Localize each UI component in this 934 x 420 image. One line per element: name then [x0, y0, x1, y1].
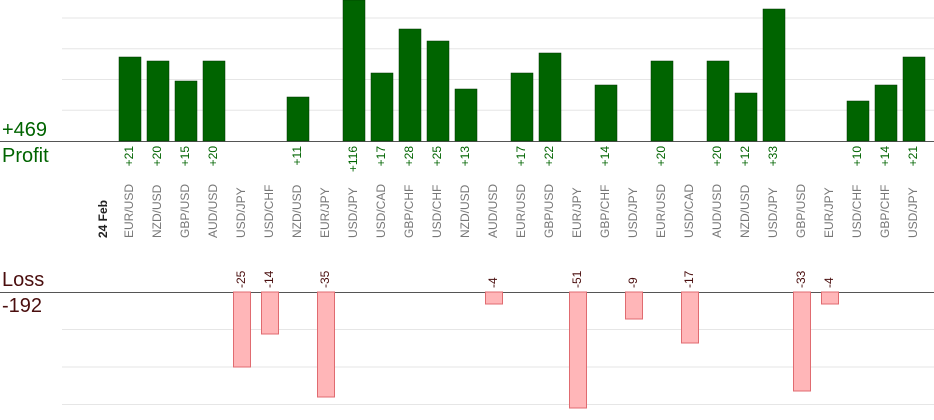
profit-value-label: +20 — [654, 146, 668, 167]
profit-bar — [650, 60, 674, 142]
profit-bar — [902, 56, 926, 142]
profit-total: +469 — [2, 119, 48, 141]
loss-bar — [233, 291, 251, 368]
loss-value-label: -25 — [234, 270, 248, 288]
category-label: USD/CHF — [850, 185, 864, 238]
category-label: USD/JPY — [626, 187, 640, 238]
loss-bar — [793, 291, 811, 392]
profit-label: Profit — [2, 145, 49, 167]
profit-value-label: +13 — [458, 146, 472, 167]
category-label: EUR/JPY — [318, 187, 332, 238]
category-label: GBP/USD — [794, 184, 808, 238]
profit-bar — [762, 8, 786, 142]
category-label: USD/CHF — [430, 185, 444, 238]
category-label: NZD/USD — [290, 184, 304, 238]
category-label: USD/JPY — [766, 187, 780, 238]
profit-bar — [286, 96, 310, 142]
category-label: AUD/USD — [486, 184, 500, 238]
loss-total: -192 — [2, 295, 43, 317]
profit-bar — [538, 52, 562, 142]
loss-bar — [681, 291, 699, 344]
category-label: NZD/USD — [150, 184, 164, 238]
category-label: AUD/USD — [710, 184, 724, 238]
loss-bar — [317, 291, 335, 398]
category-label: EUR/JPY — [570, 187, 584, 238]
category-label: GBP/USD — [178, 184, 192, 238]
loss-bar — [569, 291, 587, 409]
profit-bar — [202, 60, 226, 142]
profit-value-label: +10 — [850, 146, 864, 167]
loss-value-label: -4 — [822, 277, 836, 288]
loss-label: Loss — [2, 269, 45, 291]
profit-bar — [706, 60, 730, 142]
category-label: USD/CHF — [262, 185, 276, 238]
profit-value-label: +25 — [430, 146, 444, 167]
loss-value-label: -9 — [626, 277, 640, 288]
category-label: EUR/USD — [514, 184, 528, 238]
category-label: EUR/USD — [122, 184, 136, 238]
profit-value-label: +15 — [178, 146, 192, 167]
profit-bar — [398, 28, 422, 142]
profit-value-label: +20 — [150, 146, 164, 167]
loss-value-label: -35 — [318, 270, 332, 288]
profit-value-label: +14 — [598, 146, 612, 167]
profit-value-label: +12 — [738, 146, 752, 167]
category-label: GBP/CHF — [402, 185, 416, 238]
profit-value-label: +21 — [122, 146, 136, 167]
loss-bar — [485, 291, 503, 305]
profit-value-label: +14 — [878, 146, 892, 167]
category-label: USD/JPY — [906, 187, 920, 238]
loss-value-label: -17 — [682, 270, 696, 288]
category-label: AUD/USD — [206, 184, 220, 238]
loss-value-label: -33 — [794, 270, 808, 288]
category-label: USD/JPY — [234, 187, 248, 238]
profit-value-label: +33 — [766, 146, 780, 167]
loss-value-label: -14 — [262, 270, 276, 288]
category-label: USD/JPY — [346, 187, 360, 238]
category-label: NZD/USD — [738, 184, 752, 238]
profit-bar — [174, 80, 198, 142]
profit-bar — [510, 72, 534, 142]
loss-bar — [261, 291, 279, 335]
profit-value-label: +22 — [542, 146, 556, 167]
loss-value-label: -4 — [486, 277, 500, 288]
loss-bar — [625, 291, 643, 320]
loss-bar — [821, 291, 839, 305]
profit-value-label: +11 — [290, 146, 304, 166]
profit-bar — [874, 84, 898, 142]
profit-bar — [342, 0, 366, 142]
category-label: EUR/JPY — [822, 187, 836, 238]
profit-bar — [846, 100, 870, 142]
category-label: EUR/USD — [654, 184, 668, 238]
profit-bar — [734, 92, 758, 142]
profit-bar — [118, 56, 142, 142]
profit-value-label: +17 — [514, 146, 528, 167]
profit-bar — [594, 84, 618, 142]
profit-bar — [146, 60, 170, 142]
profit-bar — [454, 88, 478, 142]
loss-value-label: -51 — [570, 270, 584, 288]
profit-value-label: +20 — [710, 146, 724, 167]
profit-value-label: +17 — [374, 146, 388, 167]
profit-value-label: +116 — [346, 146, 360, 172]
profit-bar — [370, 72, 394, 142]
category-label: GBP/USD — [542, 184, 556, 238]
category-label: GBP/CHF — [598, 185, 612, 238]
category-label: USD/CAD — [682, 184, 696, 238]
date-label: 24 Feb — [96, 200, 110, 238]
category-label: GBP/CHF — [878, 185, 892, 238]
profit-bar — [426, 40, 450, 142]
profit-value-label: +28 — [402, 146, 416, 167]
category-label: NZD/USD — [458, 184, 472, 238]
category-label: USD/CAD — [374, 184, 388, 238]
profit-value-label: +20 — [206, 146, 220, 167]
profit-value-label: +21 — [906, 146, 920, 167]
